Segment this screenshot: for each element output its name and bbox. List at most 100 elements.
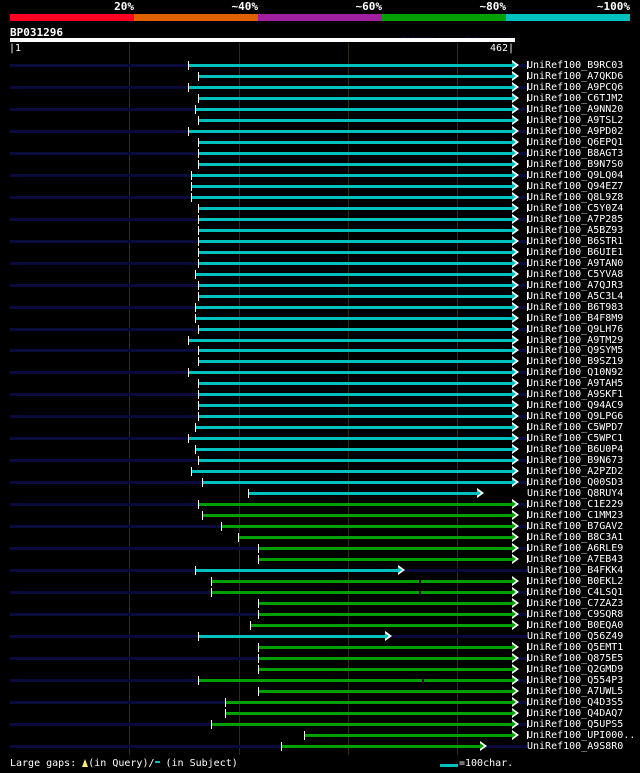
hit-alignment-bar[interactable] (188, 64, 512, 67)
hit-label[interactable]: UniRef100_Q9LPG6 (527, 411, 624, 423)
hit-row[interactable]: UniRef100_B6T983 (0, 301, 640, 313)
hit-row[interactable]: UniRef100_A5C3L4 (0, 290, 640, 302)
hit-label[interactable]: UniRef100_B4FKK4 (527, 565, 624, 577)
hit-row[interactable]: UniRef100_C6TJM2 (0, 92, 640, 104)
hit-alignment-bar[interactable] (198, 393, 512, 397)
hit-alignment-bar[interactable] (238, 536, 512, 540)
hit-label[interactable]: UniRef100_UPI000.. (527, 729, 636, 741)
hit-row[interactable]: UniRef100_A9NN20 (0, 103, 640, 115)
hit-alignment-bar[interactable] (194, 426, 512, 430)
hit-label[interactable]: UniRef100_Q2GMD9 (527, 663, 624, 675)
hit-label[interactable]: UniRef100_C9SQR8 (527, 609, 624, 620)
hit-label[interactable]: UniRef100_Q56Z49 (527, 630, 624, 642)
hit-label[interactable]: UniRef100_B9SZ19 (527, 356, 624, 368)
hit-label[interactable]: UniRef100_A9TSL2 (527, 114, 624, 126)
hit-label[interactable]: UniRef100_B9N7S0 (527, 158, 624, 170)
hit-alignment-bar[interactable] (225, 700, 512, 704)
hit-label[interactable]: UniRef100_A7QKD6 (527, 70, 624, 82)
hit-label[interactable]: UniRef100_A6RLE9 (527, 543, 624, 555)
hit-label[interactable]: UniRef100_C6TJM2 (527, 92, 624, 104)
hit-row[interactable]: UniRef100_B0EKL2 (0, 576, 640, 587)
hit-label[interactable]: UniRef100_A9NN20 (527, 103, 624, 115)
hit-label[interactable]: UniRef100_Q8L9Z8 (527, 191, 624, 203)
hit-label[interactable]: UniRef100_A7P285 (527, 213, 624, 225)
hit-alignment-bar[interactable] (198, 217, 512, 221)
hit-alignment-bar[interactable] (198, 140, 512, 144)
hit-row[interactable]: UniRef100_Q9SYM5 (0, 345, 640, 356)
hit-row[interactable]: UniRef100_B6UIE1 (0, 246, 640, 258)
hit-label[interactable]: UniRef100_C1MM23 (527, 510, 624, 522)
hit-label[interactable]: UniRef100_C7ZAZ3 (527, 598, 624, 610)
hit-label[interactable]: UniRef100_B6U0P4 (527, 444, 624, 456)
hit-alignment-bar[interactable] (258, 547, 512, 551)
hit-row[interactable]: UniRef100_C1MM23 (0, 510, 640, 521)
hit-label[interactable]: UniRef100_A9TAN0 (527, 257, 624, 269)
hit-row[interactable]: UniRef100_B0EQA0 (0, 619, 640, 631)
hit-alignment-bar[interactable] (194, 272, 512, 276)
hit-row[interactable]: UniRef100_A6RLE9 (0, 543, 640, 554)
hit-alignment-bar[interactable] (258, 558, 512, 562)
hit-label[interactable]: UniRef100_A9PCQ6 (527, 81, 624, 93)
hit-alignment-bar[interactable] (191, 184, 512, 188)
hit-row[interactable]: UniRef100_B4F8M9 (0, 312, 640, 324)
hit-alignment-bar[interactable] (250, 623, 512, 627)
hit-row[interactable]: UniRef100_Q8L9Z8 (0, 191, 640, 203)
hit-label[interactable]: UniRef100_Q9LQ04 (527, 169, 624, 181)
hit-label[interactable]: UniRef100_A9S8R0 (527, 740, 624, 752)
hit-row[interactable]: UniRef100_Q4DAQ7 (0, 707, 640, 719)
hit-label[interactable]: UniRef100_A7EB43 (527, 554, 624, 566)
hit-alignment-bar[interactable] (304, 733, 512, 737)
hit-row[interactable]: UniRef100_Q9LQ04 (0, 169, 640, 181)
hit-row[interactable]: UniRef100_A7P285 (0, 213, 640, 225)
hit-row[interactable]: UniRef100_A9TSL2 (0, 114, 640, 126)
hit-alignment-bar[interactable] (198, 459, 512, 463)
hit-row[interactable]: UniRef100_Q5UPS5 (0, 718, 640, 730)
hit-label[interactable]: UniRef100_A9PD02 (527, 125, 624, 137)
hit-label[interactable]: UniRef100_A5C3L4 (527, 290, 624, 302)
hit-alignment-bar[interactable] (198, 678, 512, 682)
hit-label[interactable]: UniRef100_C5WPD7 (527, 422, 624, 434)
hit-alignment-bar[interactable] (194, 305, 512, 309)
hit-row[interactable]: UniRef100_C5Y0Z4 (0, 202, 640, 214)
hit-row[interactable]: UniRef100_A5BZ93 (0, 224, 640, 236)
hit-row[interactable]: UniRef100_B7GAV2 (0, 521, 640, 532)
hit-label[interactable]: UniRef100_Q4DAQ7 (527, 707, 624, 719)
hit-label[interactable]: UniRef100_B9RC03 (527, 60, 624, 71)
hit-row[interactable]: UniRef100_C5WPD7 (0, 422, 640, 433)
hit-label[interactable]: UniRef100_C5YVA8 (527, 268, 624, 280)
hit-alignment-bar[interactable] (194, 569, 399, 573)
hit-label[interactable]: UniRef100_B9N673 (527, 455, 624, 467)
hit-label[interactable]: UniRef100_C5WPC1 (527, 433, 624, 445)
hit-row[interactable]: UniRef100_B9N673 (0, 455, 640, 466)
hit-alignment-bar[interactable] (198, 415, 512, 419)
hit-alignment-bar[interactable] (258, 613, 512, 616)
hit-label[interactable]: UniRef100_A9TAH5 (527, 378, 624, 390)
hit-row[interactable]: UniRef100_Q5EMT1 (0, 641, 640, 653)
hit-alignment-bar[interactable] (198, 228, 512, 232)
hit-row[interactable]: UniRef100_A9PD02 (0, 125, 640, 137)
hit-alignment-bar[interactable] (225, 711, 512, 715)
hit-row[interactable]: UniRef100_Q2GMD9 (0, 663, 640, 675)
hit-label[interactable]: UniRef100_C4LSQ1 (527, 587, 624, 599)
hit-row[interactable]: UniRef100_C9SQR8 (0, 609, 640, 620)
hit-label[interactable]: UniRef100_Q554P3 (527, 674, 624, 686)
hit-row[interactable]: UniRef100_A7UWL5 (0, 685, 640, 697)
hit-alignment-bar[interactable] (188, 371, 512, 375)
hit-label[interactable]: UniRef100_Q5UPS5 (527, 718, 624, 730)
hit-label[interactable]: UniRef100_Q4D3S5 (527, 696, 624, 708)
hit-label[interactable]: UniRef100_A2PZD2 (527, 466, 624, 478)
hit-row[interactable]: UniRef100_Q9LPG6 (0, 411, 640, 422)
hit-alignment-bar[interactable] (194, 107, 512, 111)
hit-alignment-bar[interactable] (198, 250, 512, 254)
hit-alignment-bar[interactable] (194, 316, 512, 320)
hit-row[interactable]: UniRef100_Q8RUY4 (0, 488, 640, 499)
hit-label[interactable]: UniRef100_B6STR1 (527, 235, 624, 247)
hit-alignment-bar[interactable] (191, 173, 512, 177)
hit-label[interactable]: UniRef100_B0EKL2 (527, 576, 624, 588)
hit-alignment-bar[interactable] (202, 481, 512, 485)
hit-row[interactable]: UniRef100_B9RC03 (0, 60, 640, 71)
hit-row[interactable]: UniRef100_Q56Z49 (0, 630, 640, 642)
hit-row[interactable]: UniRef100_C7ZAZ3 (0, 598, 640, 609)
hit-alignment-bar[interactable] (198, 503, 512, 507)
hit-row[interactable]: UniRef100_B6STR1 (0, 235, 640, 247)
